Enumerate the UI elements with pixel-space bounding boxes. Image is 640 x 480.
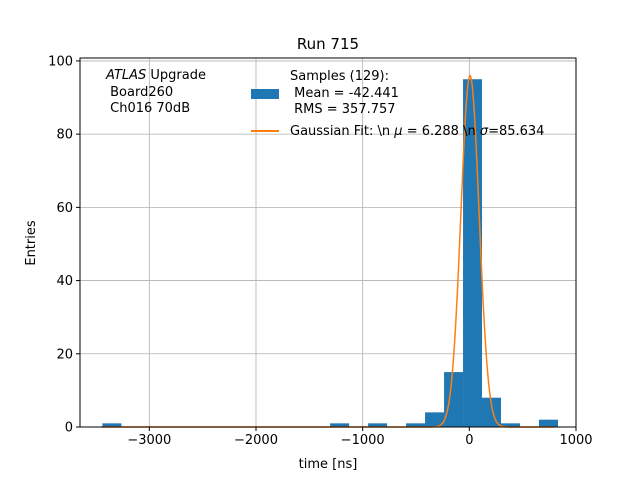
chart-title: Run 715 (297, 35, 359, 53)
atlas-annotation: ATLAS Upgrade Board260 Ch016 70dB (105, 68, 206, 116)
y-tick-label: 60 (56, 201, 73, 216)
histogram-bar (425, 412, 445, 427)
legend: Samples (129): Mean = -42.441 RMS = 357.… (251, 69, 544, 139)
x-axis-ticks: −3000 −2000 −1000 0 1000 (127, 427, 593, 448)
x-tick-label: −3000 (127, 433, 171, 448)
atlas-italic: ATLAS (105, 68, 146, 83)
y-tick-label: 80 (56, 128, 73, 143)
histogram-bar (102, 423, 122, 427)
histogram-bar (538, 419, 558, 427)
plot-area-background (80, 58, 576, 427)
legend-sigma-value: =85.634 (488, 124, 544, 139)
legend-fit-prefix: Gaussian Fit: \n (290, 124, 394, 139)
annotation-line-2: Board260 (106, 85, 173, 100)
y-axis-label: Entries (24, 220, 39, 266)
legend-histogram-swatch (251, 89, 279, 99)
annotation-line-1: ATLAS Upgrade (105, 68, 206, 83)
y-tick-label: 100 (48, 54, 73, 69)
x-axis-label: time [ns] (299, 457, 358, 472)
legend-mu-value: = 6.288 \n (403, 124, 480, 139)
y-tick-label: 40 (56, 274, 73, 289)
y-axis-ticks: 0 20 40 60 80 100 (48, 54, 80, 436)
legend-samples-line-3: RMS = 357.757 (290, 102, 396, 117)
legend-sigma-symbol: σ (480, 124, 489, 139)
legend-mu-symbol: μ (393, 124, 402, 139)
legend-fit-label: Gaussian Fit: \n μ = 6.288 \n σ=85.634 (290, 124, 544, 139)
y-tick-label: 20 (56, 347, 73, 362)
x-tick-label: −2000 (234, 433, 278, 448)
x-tick-label: 0 (465, 433, 473, 448)
histogram-bar (406, 423, 426, 427)
histogram-bar (482, 397, 502, 427)
annotation-upgrade: Upgrade (146, 68, 206, 83)
x-tick-label: 1000 (559, 433, 592, 448)
legend-samples-line-1: Samples (129): (290, 69, 389, 84)
histogram-bar (330, 423, 350, 427)
annotation-line-3: Ch016 70dB (106, 101, 190, 116)
y-tick-label: 0 (65, 421, 73, 436)
histogram-bar (501, 423, 520, 427)
legend-samples-line-2: Mean = -42.441 (290, 86, 399, 101)
histogram-bar (444, 372, 464, 427)
x-tick-label: −1000 (341, 433, 385, 448)
plot-frame (79, 57, 577, 428)
histogram-bar (368, 423, 388, 427)
